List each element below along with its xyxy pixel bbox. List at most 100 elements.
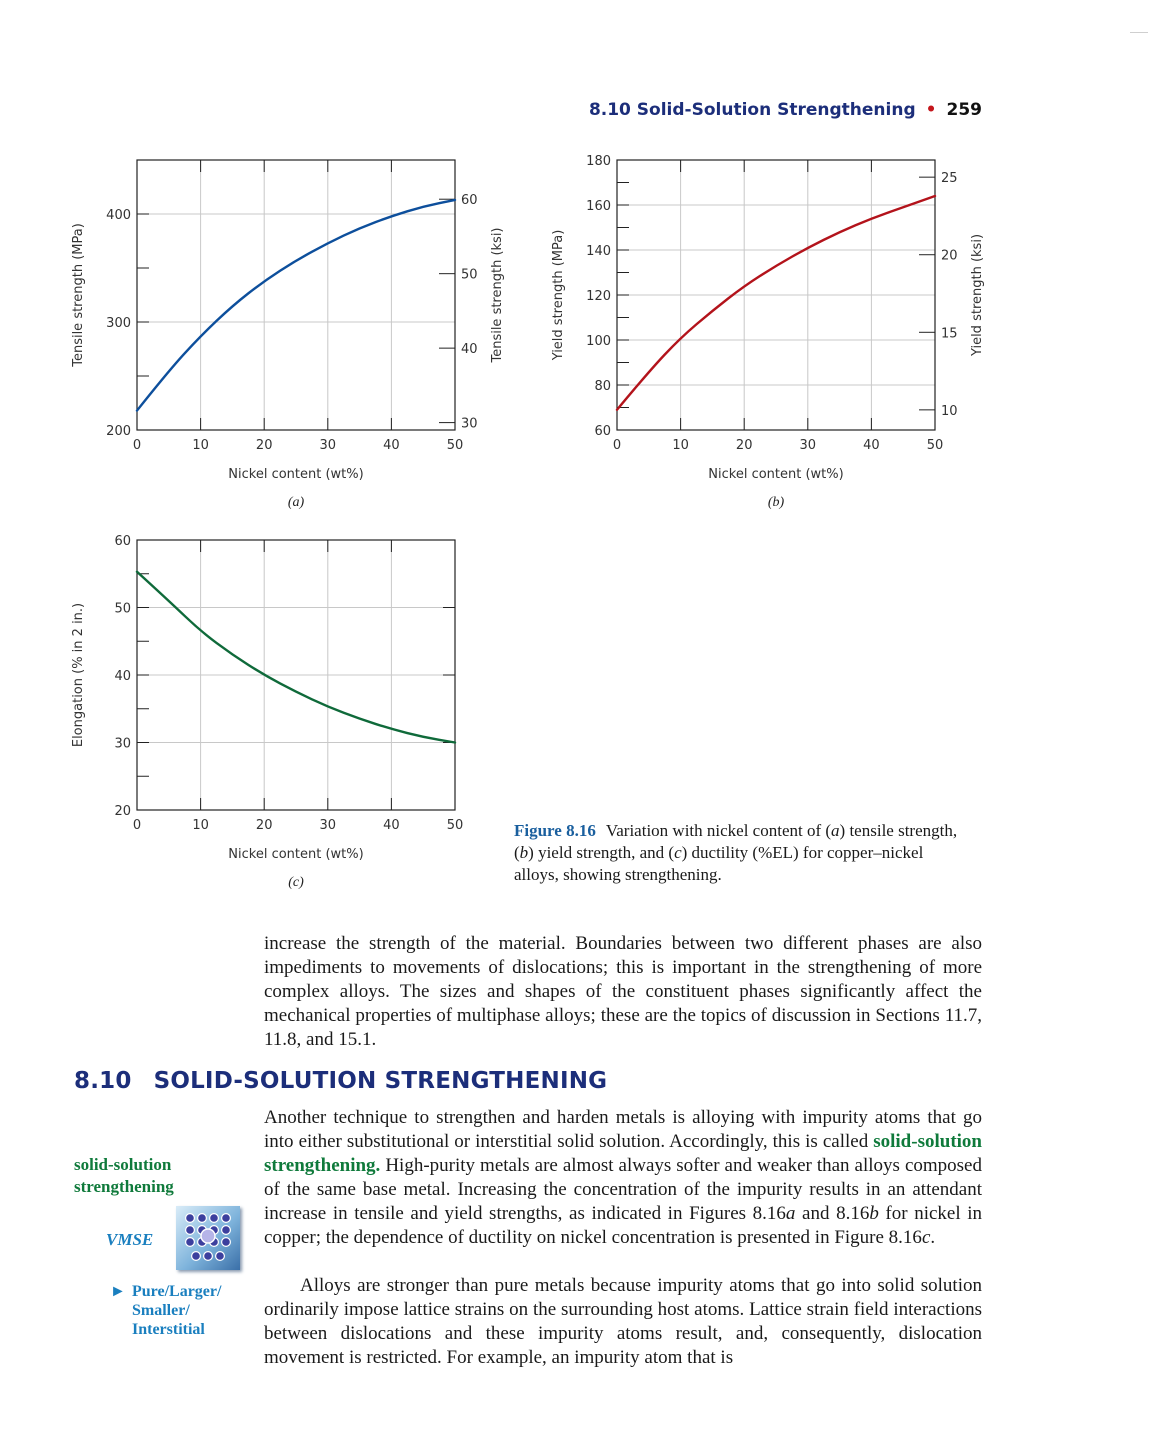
chart-b-x-tick-label: 0 xyxy=(613,438,621,453)
chart-b-x-tick-label: 10 xyxy=(672,438,689,453)
chart-a-y-axis-label: Tensile strength (MPa) xyxy=(71,223,86,368)
chart-a-y-right-tick-label: 50 xyxy=(461,268,478,283)
chart-c-y-tick-label: 20 xyxy=(114,804,131,819)
chart-c-y-tick-label: 60 xyxy=(114,534,131,549)
chart-a-panel-label: (a) xyxy=(288,495,305,510)
chart-b-y-tick-label: 140 xyxy=(586,244,611,259)
running-head-bullet-icon: • xyxy=(925,100,937,120)
chart-b-x-axis-label: Nickel content (wt%) xyxy=(708,467,843,482)
chart-c-x-tick-label: 10 xyxy=(192,818,209,833)
chart-a-y-right-tick-label: 60 xyxy=(461,193,478,208)
chart-a-y-right-tick-label: 40 xyxy=(461,342,478,357)
chart-b-y-right-tick-label: 20 xyxy=(941,249,958,264)
chart-c-series-line-0 xyxy=(135,570,457,744)
margin-glossary-term: solid-solution strengthening xyxy=(74,1155,174,1196)
page-corner-mark xyxy=(1130,32,1148,33)
chart-a-x-tick-label: 20 xyxy=(256,438,273,453)
vmse-label: VMSE xyxy=(106,1230,154,1249)
chart-b: 0 10 20 30 40 50 60 80 100 120 140 160 180 10 15 20 25 Ni… xyxy=(551,154,985,510)
chart-b-x-tick-label: 40 xyxy=(863,438,880,453)
lattice-atom-icon xyxy=(208,1212,219,1224)
chart-a-x-tick-label: 30 xyxy=(320,438,337,453)
section-heading: 8.10 SOLID-SOLUTION STRENGTHENING xyxy=(74,1068,974,1094)
figure-caption: Figure 8.16 Variation with nickel content… xyxy=(514,820,964,886)
section-title: SOLID-SOLUTION STRENGTHENING xyxy=(153,1068,608,1094)
body-paragraph-3: Alloys are stronger than pure metals bec… xyxy=(264,1275,982,1368)
lattice-atoms-icon xyxy=(185,1212,231,1261)
body-paragraph-2: Another technique to strengthen and hard… xyxy=(264,1106,982,1250)
lattice-atom-icon xyxy=(197,1212,208,1224)
chart-a-x-axis-label: Nickel content (wt%) xyxy=(228,467,363,482)
caption-italic-a: a xyxy=(831,821,840,840)
chart-b-y-tick-label: 80 xyxy=(594,379,611,394)
para2-text-d: for nickel in copper; the dependence of … xyxy=(264,1203,982,1248)
lattice-atom-icon xyxy=(185,1212,196,1224)
chart-c-y-tick-label: 30 xyxy=(114,737,131,752)
chart-a-x-tick-label: 10 xyxy=(192,438,209,453)
chart-a-x-tick-label: 50 xyxy=(447,438,464,453)
chart-c-y-tick-label: 40 xyxy=(114,669,131,684)
chart-c-x-tick-label: 30 xyxy=(320,818,337,833)
chart-c-x-tick-label: 50 xyxy=(447,818,464,833)
chart-b-series-line-0 xyxy=(615,194,937,411)
lattice-atom-icon xyxy=(220,1212,231,1224)
chart-b-y-tick-label: 160 xyxy=(586,199,611,214)
chart-b-y-tick-label: 180 xyxy=(586,154,611,169)
chart-b-x-tick-label: 50 xyxy=(927,438,944,453)
caption-italic-c: c xyxy=(674,843,682,862)
caption-text-1: Variation with nickel content of ( xyxy=(605,821,832,840)
chart-b-y-tick-label: 100 xyxy=(586,334,611,349)
lattice-atom-icon xyxy=(220,1237,231,1248)
chart-c-x-tick-label: 20 xyxy=(256,818,273,833)
caption-text-3: ) yield strength, and ( xyxy=(528,843,675,862)
chart-b-x-tick-label: 30 xyxy=(800,438,817,453)
caption-text-4: ) ductility (%EL) for copper–nickel allo… xyxy=(514,843,924,884)
vmse-link-text[interactable]: Pure/Larger/ Smaller/ Interstitial xyxy=(132,1283,222,1338)
chart-b-panel-label: (b) xyxy=(768,495,785,510)
para2-text-a: Another technique to strengthen and hard… xyxy=(264,1107,982,1152)
para2-fig-a: a xyxy=(785,1203,796,1224)
chart-b-y-right-tick-label: 25 xyxy=(941,171,958,186)
lattice-atom-icon xyxy=(203,1250,214,1261)
chart-b-y-tick-label: 120 xyxy=(586,289,611,304)
inline-key-term: solid-solution strengthening. xyxy=(264,1131,982,1176)
caption-italic-b: b xyxy=(519,843,529,862)
figure-label: Figure 8.16 xyxy=(514,821,596,840)
para2-text-c: and 8.16 xyxy=(795,1203,870,1224)
chart-a-y-tick-label: 200 xyxy=(106,424,131,439)
para2-text-b: High-purity metals are almost always sof… xyxy=(264,1155,982,1224)
body-paragraph-1: increase the strength of the material. B… xyxy=(264,933,982,1050)
impurity-atom-icon xyxy=(200,1228,216,1244)
chart-c-panel-label: (c) xyxy=(288,875,304,890)
vmse-lattice-icon[interactable] xyxy=(176,1206,240,1270)
chart-a-series-line-0 xyxy=(135,198,457,412)
para2-text-e: . xyxy=(930,1227,936,1248)
lattice-atom-icon xyxy=(185,1225,196,1236)
page-number: 259 xyxy=(946,100,983,120)
para2-fig-b: b xyxy=(869,1203,879,1224)
para2-fig-c: c xyxy=(921,1227,931,1248)
chart-a-y-right-tick-label: 30 xyxy=(461,417,478,432)
chart-b-x-tick-label: 20 xyxy=(736,438,753,453)
lattice-atom-icon xyxy=(191,1250,202,1261)
chart-a-x-tick-label: 40 xyxy=(383,438,400,453)
section-number: 8.10 xyxy=(74,1068,132,1094)
play-arrow-icon: ► xyxy=(110,1283,126,1300)
chart-b-y-right-tick-label: 15 xyxy=(941,326,958,341)
chart-b-y-axis-label: Yield strength (MPa) xyxy=(551,230,566,362)
chart-c: 0 10 20 30 40 50 20 30 40 50 60 Nickel content (wt%… xyxy=(71,534,464,890)
chart-c-x-tick-label: 0 xyxy=(133,818,141,833)
lattice-atom-icon xyxy=(220,1225,231,1236)
chart-a-x-tick-label: 0 xyxy=(133,438,141,453)
chart-a-y-right-axis-label: Tensile strength (ksi) xyxy=(490,227,505,363)
chart-c-x-axis-label: Nickel content (wt%) xyxy=(228,847,363,862)
running-head: 8.10 Solid-Solution Strengthening • 259 xyxy=(560,100,982,128)
chart-b-y-right-axis-label: Yield strength (ksi) xyxy=(970,234,985,357)
chart-b-y-right-tick-label: 10 xyxy=(941,404,958,419)
chart-c-y-axis-label: Elongation (% in 2 in.) xyxy=(71,603,86,747)
chart-c-y-tick-label: 50 xyxy=(114,602,131,617)
running-head-section: 8.10 Solid-Solution Strengthening xyxy=(588,100,916,120)
chart-a-y-tick-label: 400 xyxy=(106,208,131,223)
caption-text-2: ) tensile strength, ( xyxy=(514,821,958,862)
chart-a-y-tick-label: 300 xyxy=(106,316,131,331)
